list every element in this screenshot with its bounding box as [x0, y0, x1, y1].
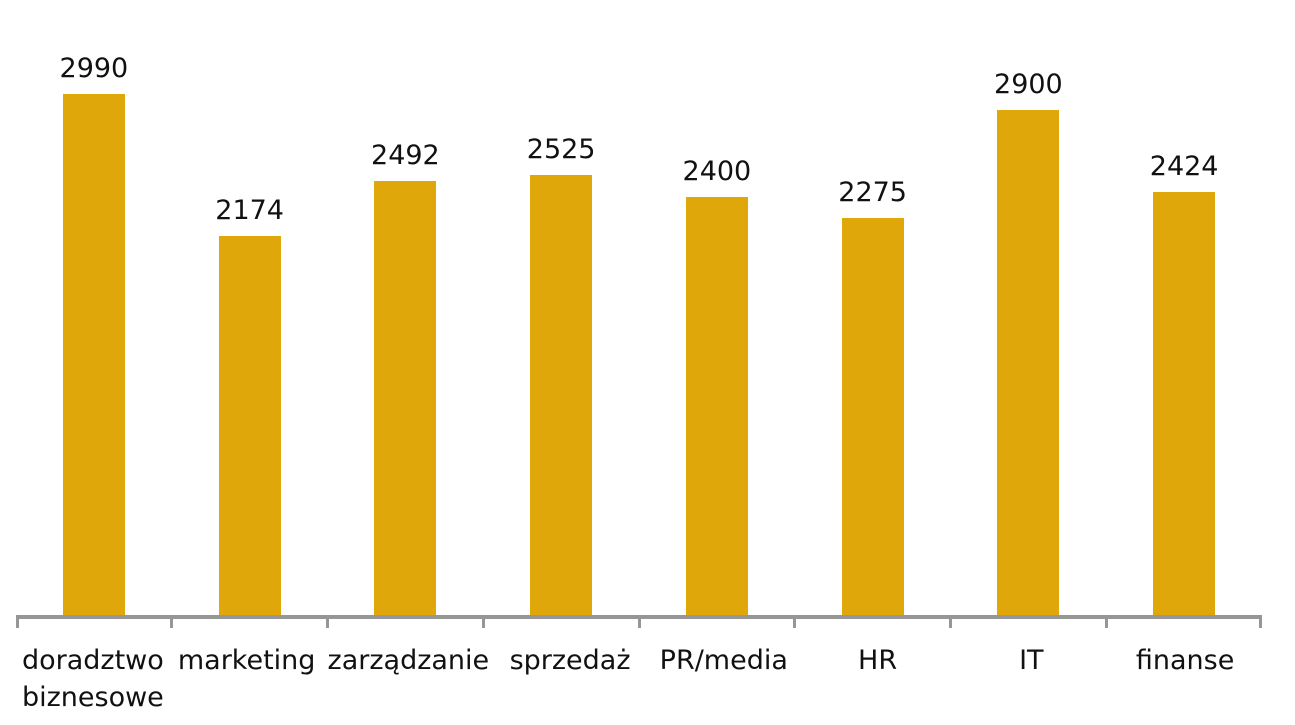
- category-label: zarządzanie: [327, 645, 490, 676]
- x-axis-tick: [481, 619, 485, 628]
- x-axis-tick: [637, 619, 641, 628]
- bar-group: 2900: [951, 0, 1107, 615]
- bar-group: 2492: [328, 0, 484, 615]
- plot-area: 2990 2174 2492 2525 2400 2275 2900 2424: [16, 0, 1262, 615]
- bar-group: 2400: [639, 0, 795, 615]
- x-axis-tick: [16, 619, 19, 628]
- bar: [530, 175, 593, 615]
- bar: [218, 236, 281, 615]
- bar: [841, 218, 904, 615]
- bar: [1153, 192, 1216, 615]
- bar-value-label: 2174: [215, 195, 284, 226]
- bar: [997, 110, 1060, 615]
- bar-value-label: 2990: [59, 53, 129, 84]
- x-axis-tick: [170, 619, 174, 628]
- bar-group: 2990: [16, 0, 172, 615]
- category-label: sprzedaż: [509, 645, 631, 676]
- bar-value-label: 2525: [526, 134, 596, 165]
- x-axis-tick: [1259, 619, 1262, 628]
- x-axis-line: [16, 615, 1262, 619]
- bar-value-label: 2424: [1149, 151, 1219, 182]
- bar-value-label: 2400: [682, 156, 752, 187]
- bar-group: 2174: [172, 0, 328, 615]
- bar-group: 2525: [483, 0, 639, 615]
- x-axis-tick: [949, 619, 952, 628]
- category-label: doradztwo biznesowe: [21, 645, 164, 713]
- bar-group: 2424: [1106, 0, 1262, 615]
- x-axis-ticks: [16, 619, 1262, 628]
- bar: [685, 197, 748, 615]
- x-axis-labels: doradztwo biznesowe marketing zarządzanie s…: [16, 642, 1262, 716]
- bar: [62, 94, 125, 615]
- x-axis-tick: [1104, 619, 1108, 628]
- x-axis-tick: [793, 619, 797, 628]
- bar-value-label: 2275: [838, 177, 907, 208]
- category-label: IT: [1019, 645, 1044, 676]
- bar: [374, 181, 437, 615]
- bar-value-label: 2900: [994, 69, 1063, 100]
- category-label: finanse: [1135, 645, 1235, 676]
- category-label: HR: [858, 645, 898, 676]
- category-label: PR/media: [659, 645, 788, 676]
- category-label: marketing: [177, 645, 316, 676]
- bar-value-label: 2492: [371, 140, 440, 171]
- x-axis-tick: [326, 619, 329, 628]
- bar-group: 2275: [795, 0, 951, 615]
